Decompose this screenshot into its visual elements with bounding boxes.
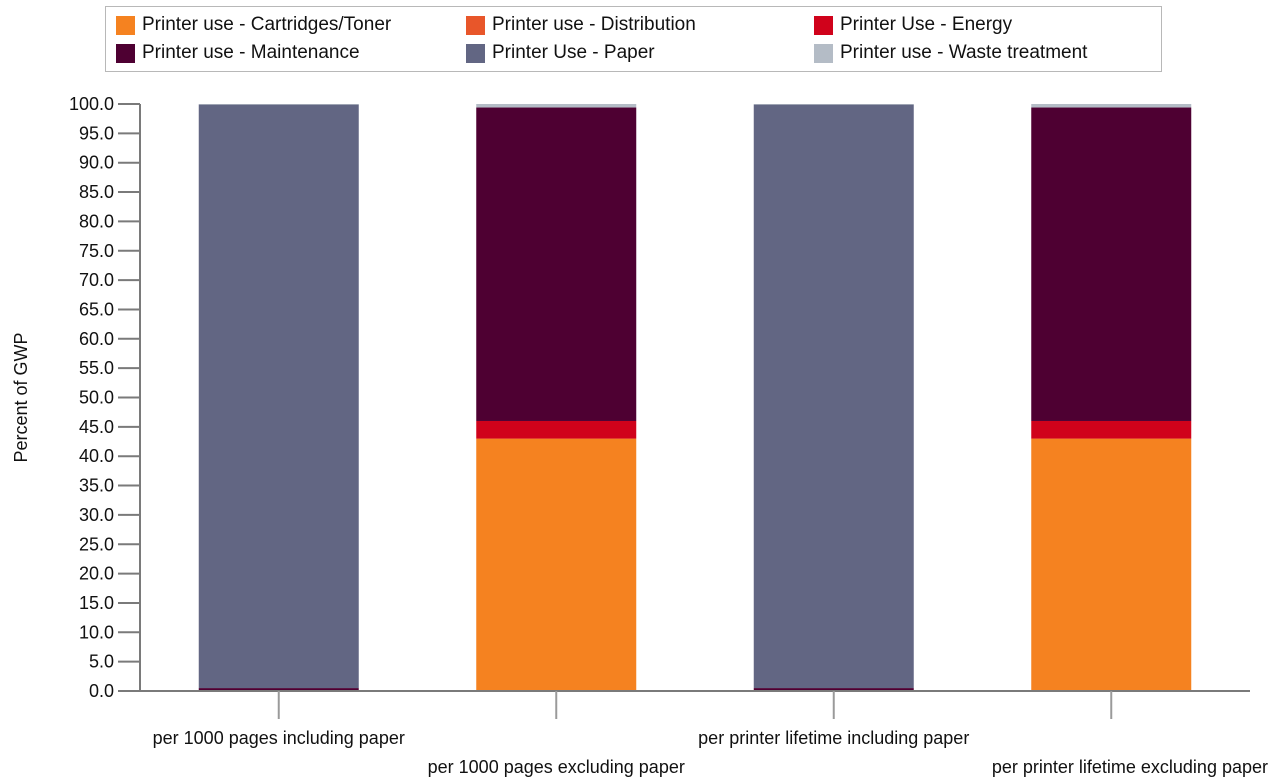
y-tick-label: 95.0: [79, 123, 114, 143]
bar-segment: [753, 104, 914, 105]
bar-segment: [1031, 107, 1192, 421]
bar-segment: [753, 104, 914, 689]
bar-segment: [476, 438, 637, 691]
legend-item: Printer use - Distribution: [466, 13, 696, 37]
y-tick-label: 60.0: [79, 329, 114, 349]
y-tick-label: 5.0: [89, 652, 114, 672]
y-tick-label: 10.0: [79, 622, 114, 642]
y-tick-label: 30.0: [79, 505, 114, 525]
y-tick-label: 20.0: [79, 564, 114, 584]
legend-item: Printer use - Waste treatment: [814, 41, 1087, 65]
legend-label: Printer use - Waste treatment: [840, 42, 1088, 63]
y-tick-label: 55.0: [79, 358, 114, 378]
y-tick-label: 70.0: [79, 270, 114, 290]
legend-swatch: [116, 15, 135, 35]
legend-swatch: [466, 43, 485, 63]
bar-segment: [1031, 438, 1192, 691]
legend-label: Printer use - Maintenance: [142, 42, 360, 63]
y-tick-label: 40.0: [79, 446, 114, 466]
y-tick-label: 15.0: [79, 593, 114, 613]
y-axis: 0.0 5.0 10.0 15.0 20.0 25.0 30.0 35.0 40.0 45.0 50…: [69, 94, 141, 701]
bar-segment: [198, 688, 359, 691]
bar-segment: [198, 104, 359, 105]
bars-layer: [198, 104, 1192, 691]
bar-segment: [1031, 104, 1192, 108]
legend-label: Printer use - Cartridges/Toner: [142, 14, 392, 35]
x-category-label: per printer lifetime excluding paper: [992, 757, 1268, 777]
y-tick-label: 0.0: [89, 681, 114, 701]
y-tick-label: 65.0: [79, 299, 114, 319]
y-tick-label: 50.0: [79, 388, 114, 408]
legend-swatch: [116, 43, 135, 63]
y-tick-label: 45.0: [79, 417, 114, 437]
y-tick-label: 90.0: [79, 153, 114, 173]
legend-label: Printer use - Distribution: [492, 14, 696, 35]
y-tick-label: 25.0: [79, 534, 114, 554]
y-tick-label: 80.0: [79, 211, 114, 231]
bar-segment: [198, 104, 359, 689]
bar-segment: [476, 420, 637, 439]
y-tick-label: 85.0: [79, 182, 114, 202]
legend: Printer use - Cartridges/Toner Printer us…: [105, 6, 1162, 72]
y-tick-label: 75.0: [79, 241, 114, 261]
legend-swatch: [814, 15, 833, 35]
x-category-label: per 1000 pages excluding paper: [428, 757, 685, 777]
legend-swatch: [814, 43, 833, 63]
legend-item: Printer Use - Paper: [466, 41, 655, 65]
legend-item: Printer use - Maintenance: [116, 41, 360, 65]
bar-segment: [476, 107, 637, 421]
legend-item: Printer use - Cartridges/Toner: [116, 13, 391, 37]
legend-label: Printer Use - Energy: [840, 14, 1013, 35]
x-category-label: per printer lifetime including paper: [698, 728, 969, 748]
legend-swatch: [466, 15, 485, 35]
bar-segment: [753, 688, 914, 691]
bar-segment: [1031, 420, 1192, 439]
y-tick-label: 100.0: [69, 94, 114, 114]
x-category-label: per 1000 pages including paper: [153, 728, 405, 748]
legend-item: Printer Use - Energy: [814, 13, 1012, 37]
bar-segment: [476, 104, 637, 108]
y-tick-label: 35.0: [79, 476, 114, 496]
y-axis-title: Percent of GWP: [11, 332, 31, 462]
legend-label: Printer Use - Paper: [492, 42, 655, 63]
x-axis: per 1000 pages including paper per 1000 p…: [140, 690, 1268, 777]
